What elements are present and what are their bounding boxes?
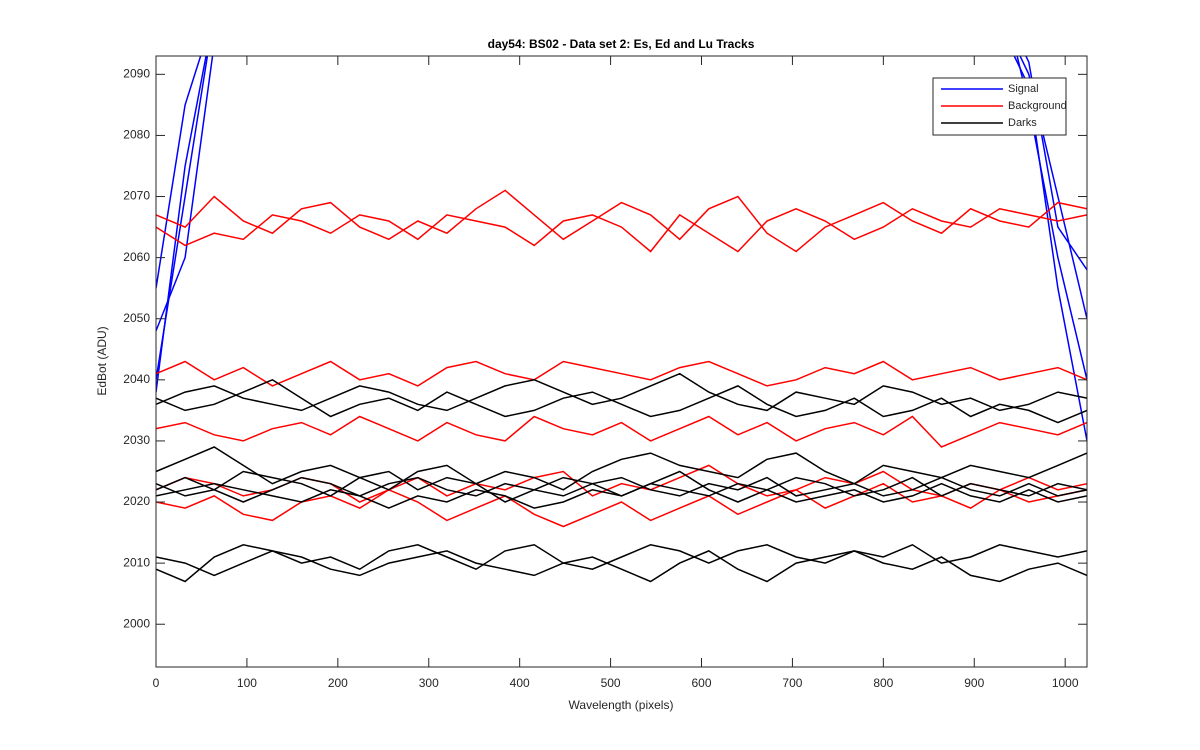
plot-lines [156, 56, 1087, 583]
series-line [156, 550, 1087, 583]
series-line [156, 56, 1087, 393]
axes-box [155, 55, 1088, 668]
x-tick-label: 200 [328, 676, 348, 690]
series-line [156, 360, 1087, 387]
chart-title: day54: BS02 - Data set 2: Es, Ed and Lu … [488, 37, 755, 51]
y-tick-label: 2020 [123, 494, 150, 508]
legend-label: Background [1008, 100, 1067, 112]
x-tick-label: 400 [510, 676, 530, 690]
y-tick-label: 2080 [123, 128, 150, 142]
series-line [156, 446, 1087, 491]
x-tick-label: 500 [601, 676, 621, 690]
y-tick-label: 2030 [123, 433, 150, 447]
series-line [156, 372, 1087, 412]
x-tick-label: 700 [782, 676, 802, 690]
series-line [156, 482, 1087, 528]
series-line [156, 482, 1087, 509]
series-line [156, 378, 1087, 424]
x-tick-label: 300 [419, 676, 439, 690]
y-tick-label: 2060 [123, 250, 150, 264]
x-tick-label: 600 [691, 676, 711, 690]
series-line [156, 415, 1087, 448]
x-tick-label: 800 [873, 676, 893, 690]
y-tick-label: 2040 [123, 372, 150, 386]
legend-label: Signal [1008, 83, 1039, 95]
legend: Signal Background Darks [932, 77, 1067, 136]
legend-label: Darks [1008, 117, 1037, 129]
y-tick-label: 2000 [123, 616, 150, 630]
series-line [156, 476, 1087, 503]
y-axis-label: EdBot (ADU) [95, 326, 109, 395]
y-tick-label: 2070 [123, 189, 150, 203]
x-tick-label: 1000 [1052, 676, 1079, 690]
ticks: 0 100 200 300 400 500 600 700 800 900 1000 2000 2010… [123, 56, 1087, 690]
series-line [156, 189, 1087, 253]
y-tick-label: 2050 [123, 311, 150, 325]
x-axis-label: Wavelength (pixels) [569, 698, 674, 712]
series-line [156, 56, 1087, 442]
y-tick-label: 2010 [123, 555, 150, 569]
x-tick-label: 0 [153, 676, 160, 690]
x-tick-label: 100 [237, 676, 257, 690]
x-tick-label: 900 [964, 676, 984, 690]
series-line [156, 207, 1087, 253]
y-tick-label: 2090 [123, 67, 150, 81]
